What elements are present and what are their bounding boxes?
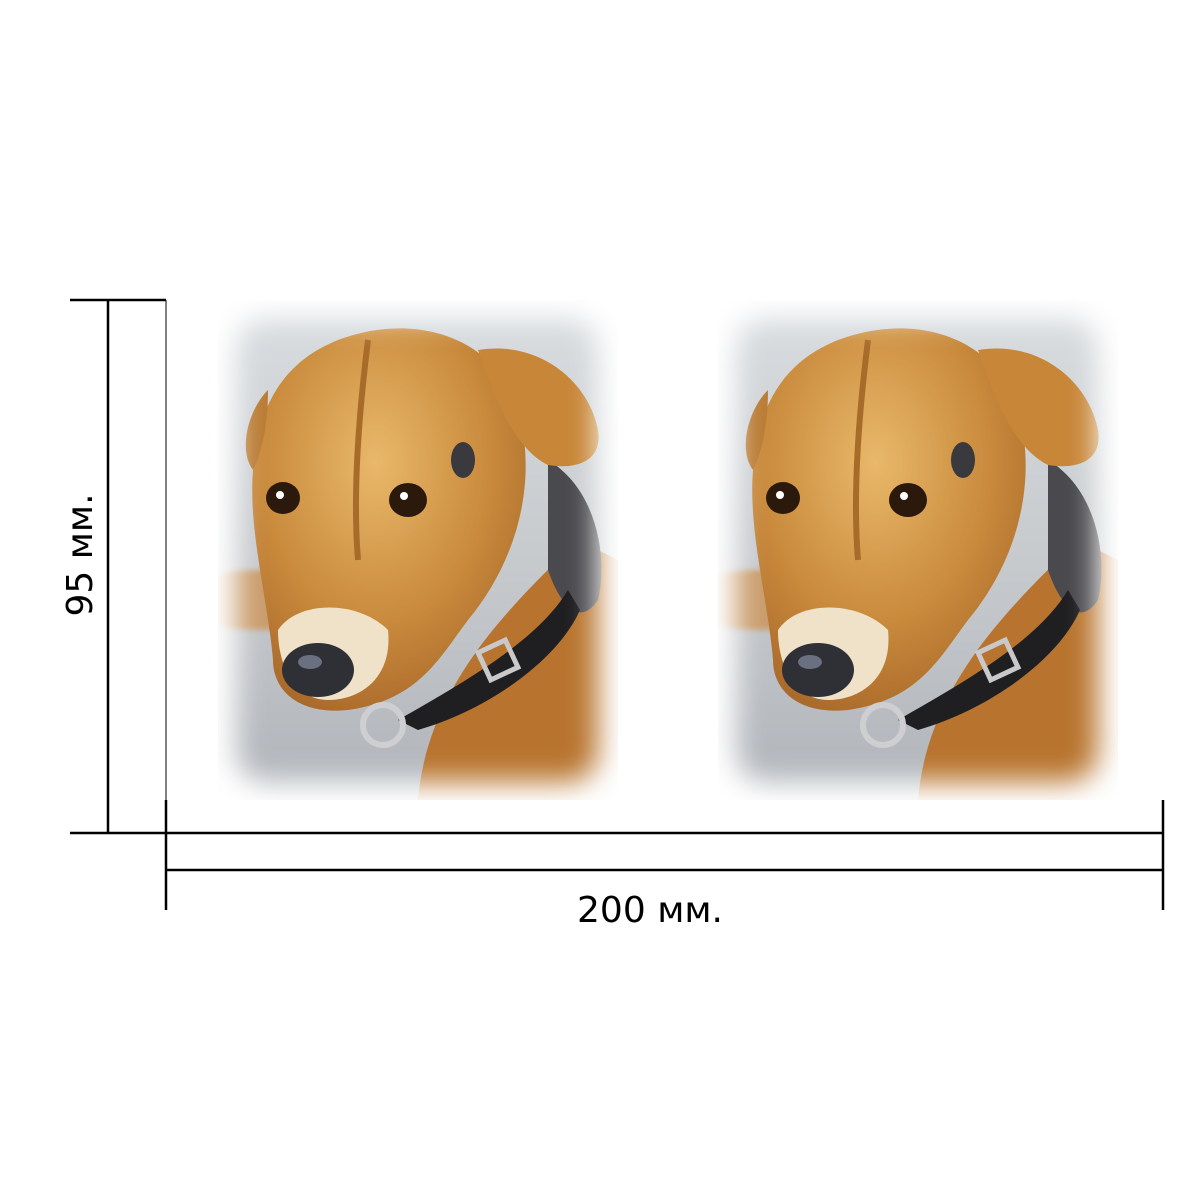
height-dimension: 95 мм. — [60, 298, 167, 835]
width-dimension: 200 мм. — [164, 800, 1165, 931]
height-label: 95 мм. — [60, 493, 101, 616]
photo — [678, 300, 1118, 800]
photo — [178, 300, 618, 800]
width-label: 200 мм. — [577, 890, 723, 931]
